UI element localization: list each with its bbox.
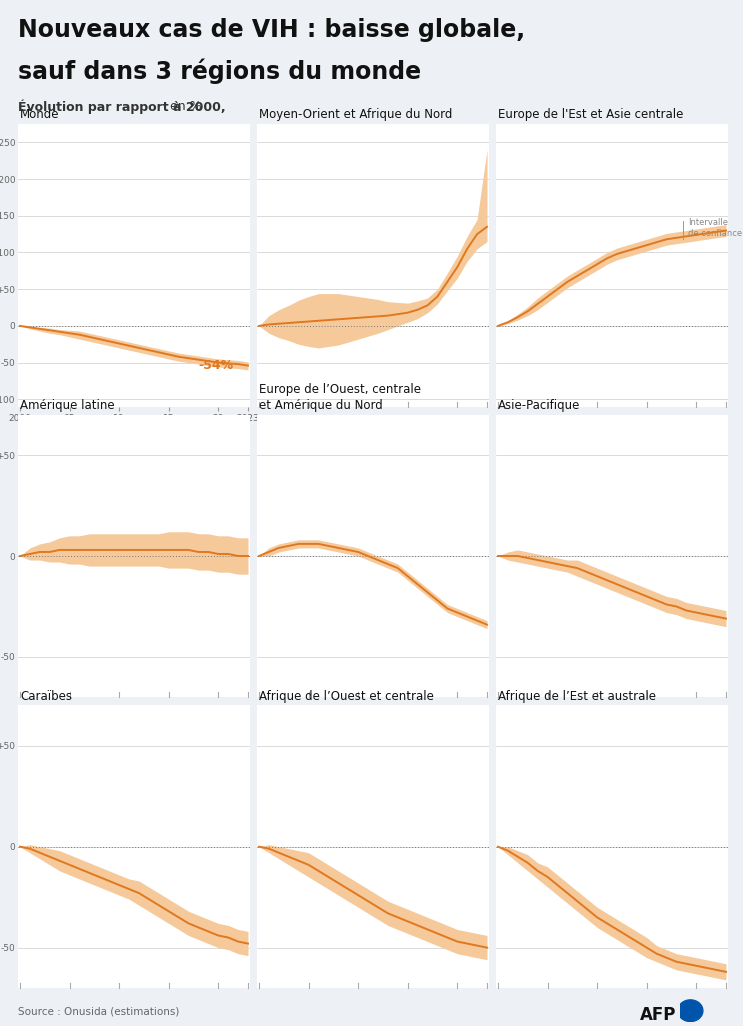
Text: sauf dans 3 régions du monde: sauf dans 3 régions du monde [18,58,421,83]
Text: Monde: Monde [20,108,60,121]
Text: Évolution par rapport à 2000,: Évolution par rapport à 2000, [18,100,226,115]
Text: Europe de l’Ouest, centrale
et Amérique du Nord: Europe de l’Ouest, centrale et Amérique … [259,383,421,411]
Text: Moyen-Orient et Afrique du Nord: Moyen-Orient et Afrique du Nord [259,108,452,121]
Text: Amérique latine: Amérique latine [20,399,115,411]
Text: Nouveaux cas de VIH : baisse globale,: Nouveaux cas de VIH : baisse globale, [18,18,525,42]
Circle shape [678,1000,703,1022]
Text: -54%: -54% [198,359,233,372]
Text: AFP: AFP [640,1007,676,1024]
Text: Caraïbes: Caraïbes [20,689,72,703]
Text: Afrique de l’Ouest et centrale: Afrique de l’Ouest et centrale [259,689,434,703]
Text: Asie-Pacifique: Asie-Pacifique [499,399,581,411]
Text: Source : Onusida (estimations): Source : Onusida (estimations) [18,1007,179,1016]
Text: Afrique de l’Est et australe: Afrique de l’Est et australe [499,689,656,703]
Text: Intervalle
de confiance: Intervalle de confiance [688,219,742,238]
Text: en %: en % [166,100,201,113]
Text: Europe de l'Est et Asie centrale: Europe de l'Est et Asie centrale [499,108,684,121]
